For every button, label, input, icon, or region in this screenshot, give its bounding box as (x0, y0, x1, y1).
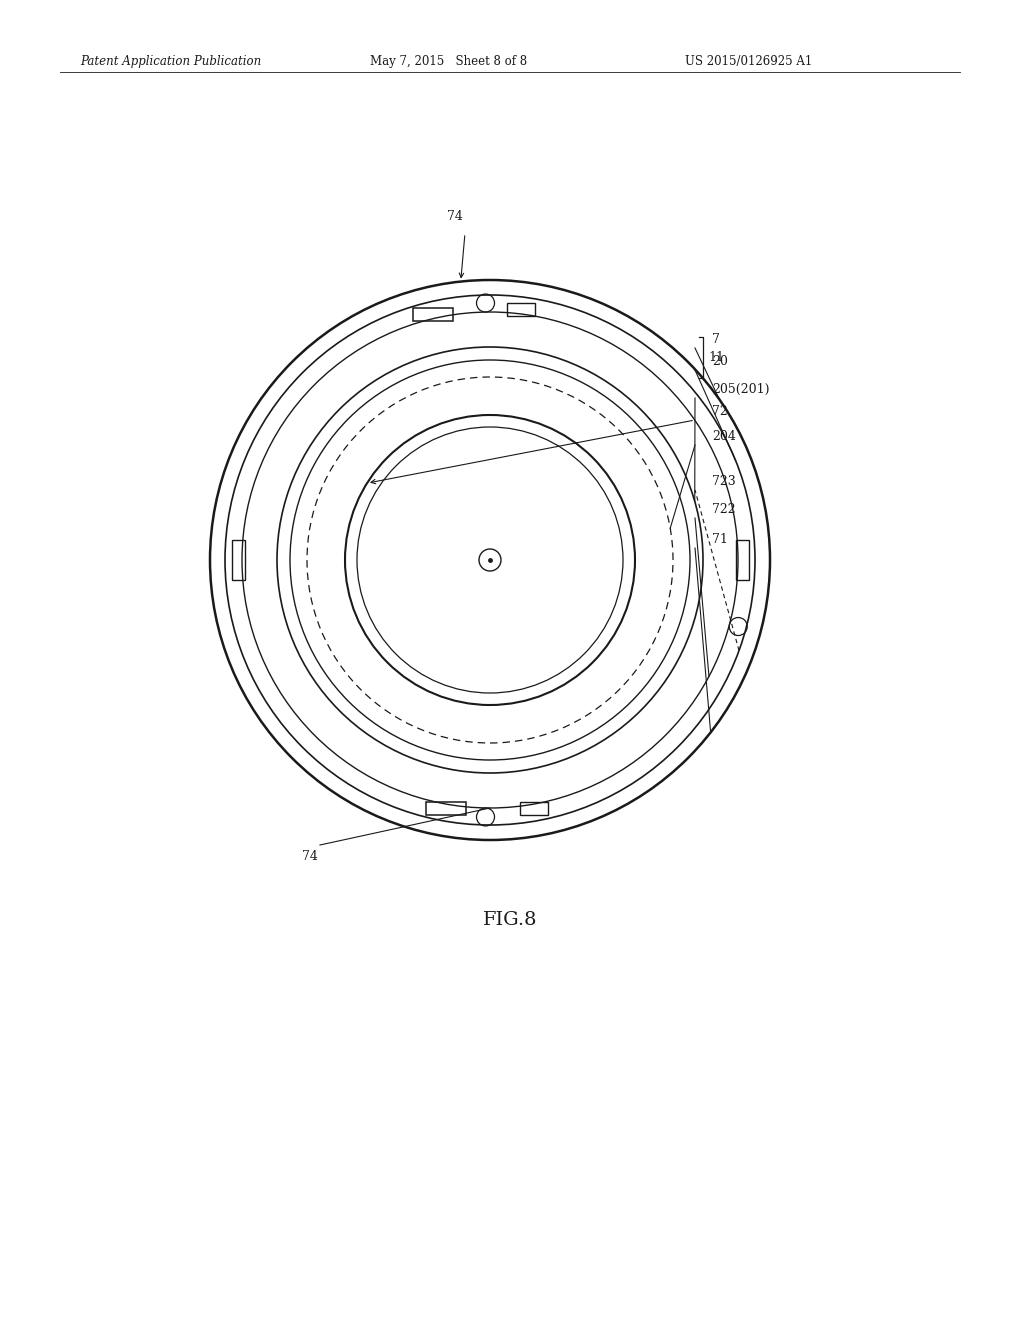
Text: 722: 722 (711, 503, 735, 516)
Text: 74: 74 (446, 210, 463, 223)
Text: 7: 7 (711, 333, 719, 346)
Text: FIG.8: FIG.8 (482, 911, 537, 929)
Text: 205(201): 205(201) (711, 383, 768, 396)
Text: 204: 204 (711, 430, 735, 444)
Text: May 7, 2015   Sheet 8 of 8: May 7, 2015 Sheet 8 of 8 (370, 55, 527, 69)
Text: 11: 11 (707, 351, 723, 364)
Bar (426, 801, 466, 814)
Bar (231, 540, 245, 579)
Text: US 2015/0126925 A1: US 2015/0126925 A1 (685, 55, 811, 69)
Bar (520, 801, 547, 814)
Text: 20: 20 (711, 355, 728, 368)
Bar (413, 308, 452, 321)
Bar (506, 304, 534, 317)
Text: 72: 72 (711, 405, 727, 418)
Bar (735, 540, 748, 579)
Text: 74: 74 (302, 850, 318, 863)
Text: Patent Application Publication: Patent Application Publication (79, 55, 261, 69)
Text: 71: 71 (711, 533, 728, 546)
Text: 723: 723 (711, 475, 735, 488)
